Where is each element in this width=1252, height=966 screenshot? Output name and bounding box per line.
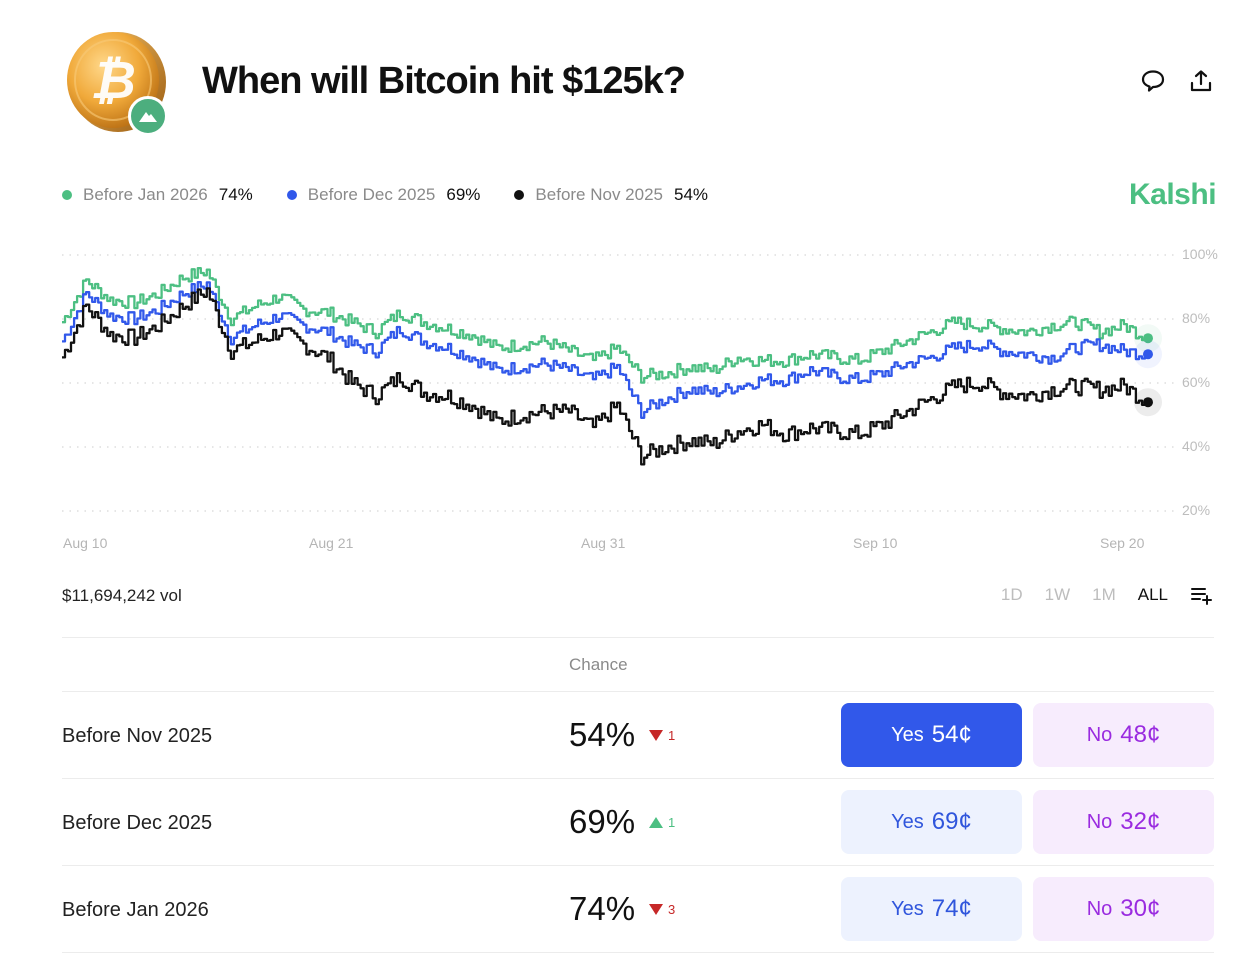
legend-label: Before Dec 2025 xyxy=(307,185,436,204)
add-to-list-icon[interactable] xyxy=(1190,585,1214,605)
legend-label: Before Nov 2025 xyxy=(535,185,664,204)
x-tick: Sep 10 xyxy=(853,535,898,551)
yes-label: Yes xyxy=(891,810,924,833)
change-value: 1 xyxy=(668,728,676,743)
chance-value: 74% xyxy=(569,890,636,927)
yes-price: 54¢ xyxy=(931,721,972,748)
no-price: 48¢ xyxy=(1120,721,1161,748)
range-1m-button[interactable]: 1M xyxy=(1092,585,1116,604)
comment-icon[interactable] xyxy=(1140,68,1166,94)
outcome-label: Before Jan 2026 xyxy=(62,899,209,921)
y-tick: 60% xyxy=(1182,374,1211,390)
change-value: 1 xyxy=(668,815,676,830)
legend-value: 69% xyxy=(446,185,481,204)
x-tick: Aug 31 xyxy=(581,535,626,551)
blue-dot-icon xyxy=(286,190,297,200)
y-tick: 20% xyxy=(1182,502,1211,518)
range-1w-button[interactable]: 1W xyxy=(1044,585,1071,604)
outcome-label: Before Dec 2025 xyxy=(62,812,213,834)
chart-plot xyxy=(62,254,1176,512)
no-label: No xyxy=(1086,810,1113,833)
range-all-button[interactable]: ALL xyxy=(1137,585,1168,604)
legend-item-dec-2025[interactable]: Before Dec 2025 69% xyxy=(286,185,481,205)
yes-price: 69¢ xyxy=(931,808,972,835)
table-row[interactable]: Before Jan 2026 74% 3 Yes 74¢ No 30¢ xyxy=(62,866,1214,953)
change-indicator: 3 xyxy=(649,902,675,917)
x-tick: Sep 20 xyxy=(1100,535,1145,551)
buy-no-button[interactable]: No 48¢ xyxy=(1033,703,1214,767)
range-1d-button[interactable]: 1D xyxy=(1000,585,1023,604)
no-label: No xyxy=(1086,723,1113,746)
y-tick: 40% xyxy=(1182,438,1211,454)
yes-label: Yes xyxy=(891,723,924,746)
share-icon[interactable] xyxy=(1188,68,1214,94)
kalshi-logo: Kalshi xyxy=(1129,178,1217,211)
price-chart[interactable]: 100% 80% 60% 40% 20% Aug 10 Aug 21 Aug 3… xyxy=(0,240,1252,560)
up-triangle-icon xyxy=(649,817,663,828)
volume-text: $11,694,242 vol xyxy=(62,586,182,605)
chart-legend: Before Jan 2026 74% Before Dec 2025 69% … xyxy=(62,185,708,205)
bitcoin-coin-icon: ₿ xyxy=(62,30,170,136)
yes-price: 74¢ xyxy=(931,895,972,922)
no-label: No xyxy=(1086,897,1113,920)
legend-value: 54% xyxy=(674,185,709,204)
legend-value: 74% xyxy=(218,185,253,204)
black-dot-icon xyxy=(514,190,525,200)
buy-yes-button[interactable]: Yes 74¢ xyxy=(841,877,1022,941)
outcome-label: Before Nov 2025 xyxy=(62,725,213,747)
kalshi-mountain-badge-icon xyxy=(128,96,168,136)
time-range-selector: 1D 1W 1M ALL xyxy=(1001,585,1214,605)
no-price: 30¢ xyxy=(1120,895,1161,922)
y-tick: 100% xyxy=(1182,246,1218,262)
market-header: ₿ When will Bitcoin hit $125k? xyxy=(62,30,1214,140)
buy-yes-button[interactable]: Yes 54¢ xyxy=(841,703,1022,767)
table-row[interactable]: Before Nov 2025 54% 1 Yes 54¢ No 48¢ xyxy=(62,692,1214,779)
change-value: 3 xyxy=(668,902,676,917)
down-triangle-icon xyxy=(649,730,663,741)
y-tick: 80% xyxy=(1182,310,1211,326)
legend-label: Before Jan 2026 xyxy=(83,185,208,204)
svg-text:₿: ₿ xyxy=(90,52,136,110)
buy-no-button[interactable]: No 32¢ xyxy=(1033,790,1214,854)
legend-item-jan-2026[interactable]: Before Jan 2026 74% xyxy=(62,185,253,205)
outcomes-table: Chance Before Nov 2025 54% 1 Yes 54¢ No … xyxy=(62,637,1214,953)
down-triangle-icon xyxy=(649,904,663,915)
table-row[interactable]: Before Dec 2025 69% 1 Yes 69¢ No 32¢ xyxy=(62,779,1214,866)
x-tick: Aug 21 xyxy=(309,535,354,551)
no-price: 32¢ xyxy=(1120,808,1161,835)
table-header: Chance xyxy=(62,637,1214,692)
yes-label: Yes xyxy=(891,897,924,920)
change-indicator: 1 xyxy=(649,815,675,830)
change-indicator: 1 xyxy=(649,728,675,743)
market-title: When will Bitcoin hit $125k? xyxy=(202,60,686,102)
chance-value: 54% xyxy=(569,716,636,753)
buy-no-button[interactable]: No 30¢ xyxy=(1033,877,1214,941)
chance-column-header: Chance xyxy=(569,655,628,674)
chance-value: 69% xyxy=(569,803,636,840)
legend-item-nov-2025[interactable]: Before Nov 2025 54% xyxy=(514,185,708,205)
x-tick: Aug 10 xyxy=(63,535,108,551)
buy-yes-button[interactable]: Yes 69¢ xyxy=(841,790,1022,854)
green-dot-icon xyxy=(62,190,72,200)
